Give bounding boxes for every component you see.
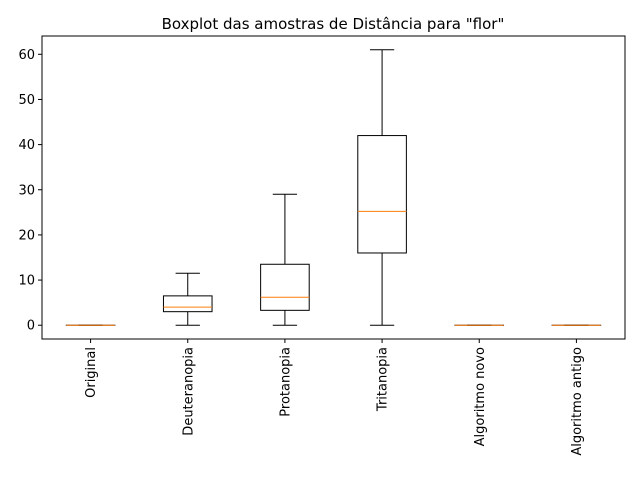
x-tick-label: Algoritmo antigo <box>570 347 585 456</box>
box <box>260 263 310 311</box>
box-group <box>357 49 407 326</box>
y-tick-label: 40 <box>18 138 35 153</box>
boxes-layer <box>65 49 602 326</box>
y-tick-label: 30 <box>18 183 35 198</box>
y-tick-label: 10 <box>18 274 35 289</box>
y-axis: 0 10 20 30 40 50 60 <box>18 48 42 334</box>
box-group <box>260 193 310 326</box>
y-tick-label: 60 <box>18 48 35 63</box>
y-tick-label: 0 <box>27 319 35 334</box>
x-axis: Original Deuteranopia Protanopia Tritanopia… <box>84 339 585 456</box>
y-tick-label: 20 <box>18 228 35 243</box>
y-tick-label: 50 <box>18 93 35 108</box>
chart-title: Boxplot das amostras de Distância para "… <box>162 15 505 33</box>
x-tick-label: Tritanopia <box>376 347 391 412</box>
x-tick-label: Protanopia <box>278 347 293 417</box>
x-tick-label: Algoritmo novo <box>473 347 488 446</box>
plot-frame <box>41 35 626 340</box>
box <box>357 135 407 254</box>
box-group <box>162 272 213 326</box>
box <box>162 295 213 313</box>
x-tick-label: Original <box>84 347 99 398</box>
x-tick-label: Deuteranopia <box>181 347 196 436</box>
